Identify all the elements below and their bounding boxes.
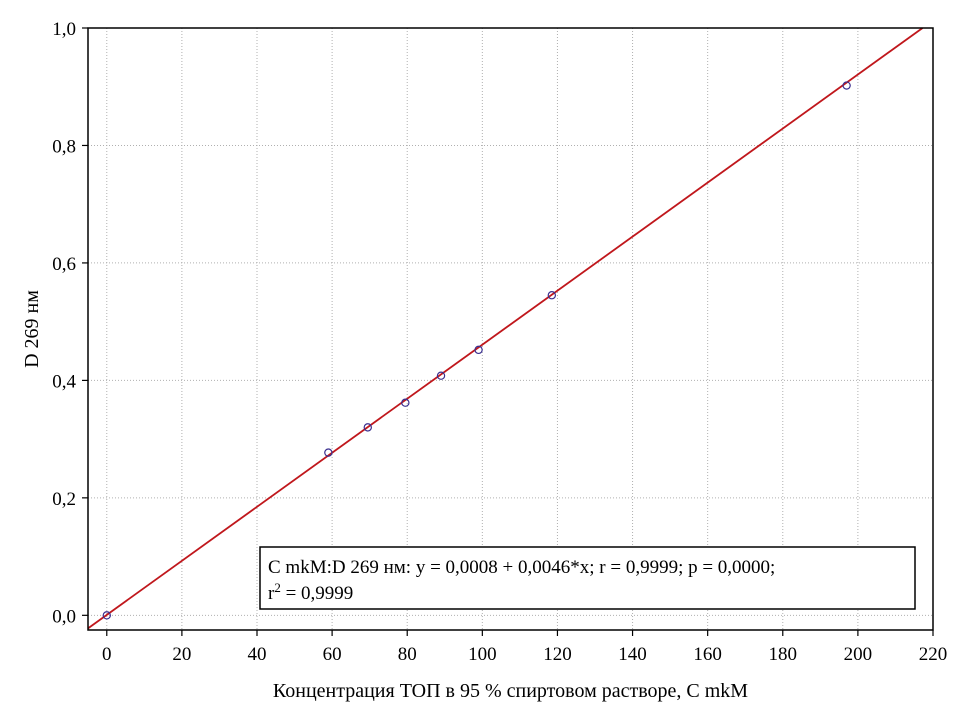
r-squared-value: = 0,9999: [281, 583, 353, 604]
r-squared-superscript: 2: [274, 580, 281, 595]
plot-frame: [87, 27, 934, 631]
data-point: [401, 398, 410, 407]
equation-line-2: r2 = 0,9999: [268, 580, 353, 605]
y-tick-label: 1,0: [52, 19, 76, 40]
equation-box: C mkM:D 269 нм: y = 0,0008 + 0,0046*x; r…: [259, 546, 916, 610]
y-tick-label: 0,2: [52, 489, 76, 510]
x-tick-label: 160: [693, 644, 722, 665]
equation-box-frame: [259, 546, 916, 610]
x-tick-label: 180: [769, 644, 798, 665]
data-point: [474, 345, 483, 355]
x-tick-labels: 0 20 40 60 80 100 120 140 160 180 200 220: [102, 644, 947, 665]
y-tick-label: 0,4: [52, 371, 76, 392]
data-point: [363, 423, 372, 432]
y-tick-labels: 0,0 0,2 0,4 0,6 0,8 1,0: [52, 19, 76, 627]
y-axis-title: D 269 нм: [21, 290, 43, 368]
y-tick-label: 0,6: [52, 254, 76, 275]
y-tick-label: 0,8: [52, 136, 76, 157]
data-point: [324, 448, 333, 457]
regression-line: [87, 27, 924, 630]
x-axis-title: Концентрация ТОП в 95 % спиртовом раство…: [273, 680, 748, 702]
x-tick-label: 140: [618, 644, 647, 665]
x-tick-label: 100: [468, 644, 497, 665]
y-tick-label: 0,0: [52, 606, 76, 627]
ticks: [82, 27, 934, 636]
x-tick-label: 0: [102, 644, 112, 665]
regression-line-group: [87, 27, 924, 630]
x-tick-label: 40: [248, 644, 267, 665]
x-tick-label: 20: [172, 644, 191, 665]
data-point: [436, 371, 446, 380]
x-tick-label: 80: [398, 644, 417, 665]
data-points: [102, 81, 851, 620]
data-point: [102, 611, 111, 620]
data-point: [547, 291, 557, 300]
x-tick-label: 220: [919, 644, 948, 665]
x-tick-label: 200: [844, 644, 873, 665]
data-point: [842, 81, 851, 90]
grid: [88, 28, 933, 630]
x-tick-label: 60: [323, 644, 342, 665]
x-tick-label: 120: [543, 644, 572, 665]
r-squared-symbol: r: [268, 583, 275, 604]
equation-line-1: C mkM:D 269 нм: y = 0,0008 + 0,0046*x; r…: [268, 557, 775, 578]
